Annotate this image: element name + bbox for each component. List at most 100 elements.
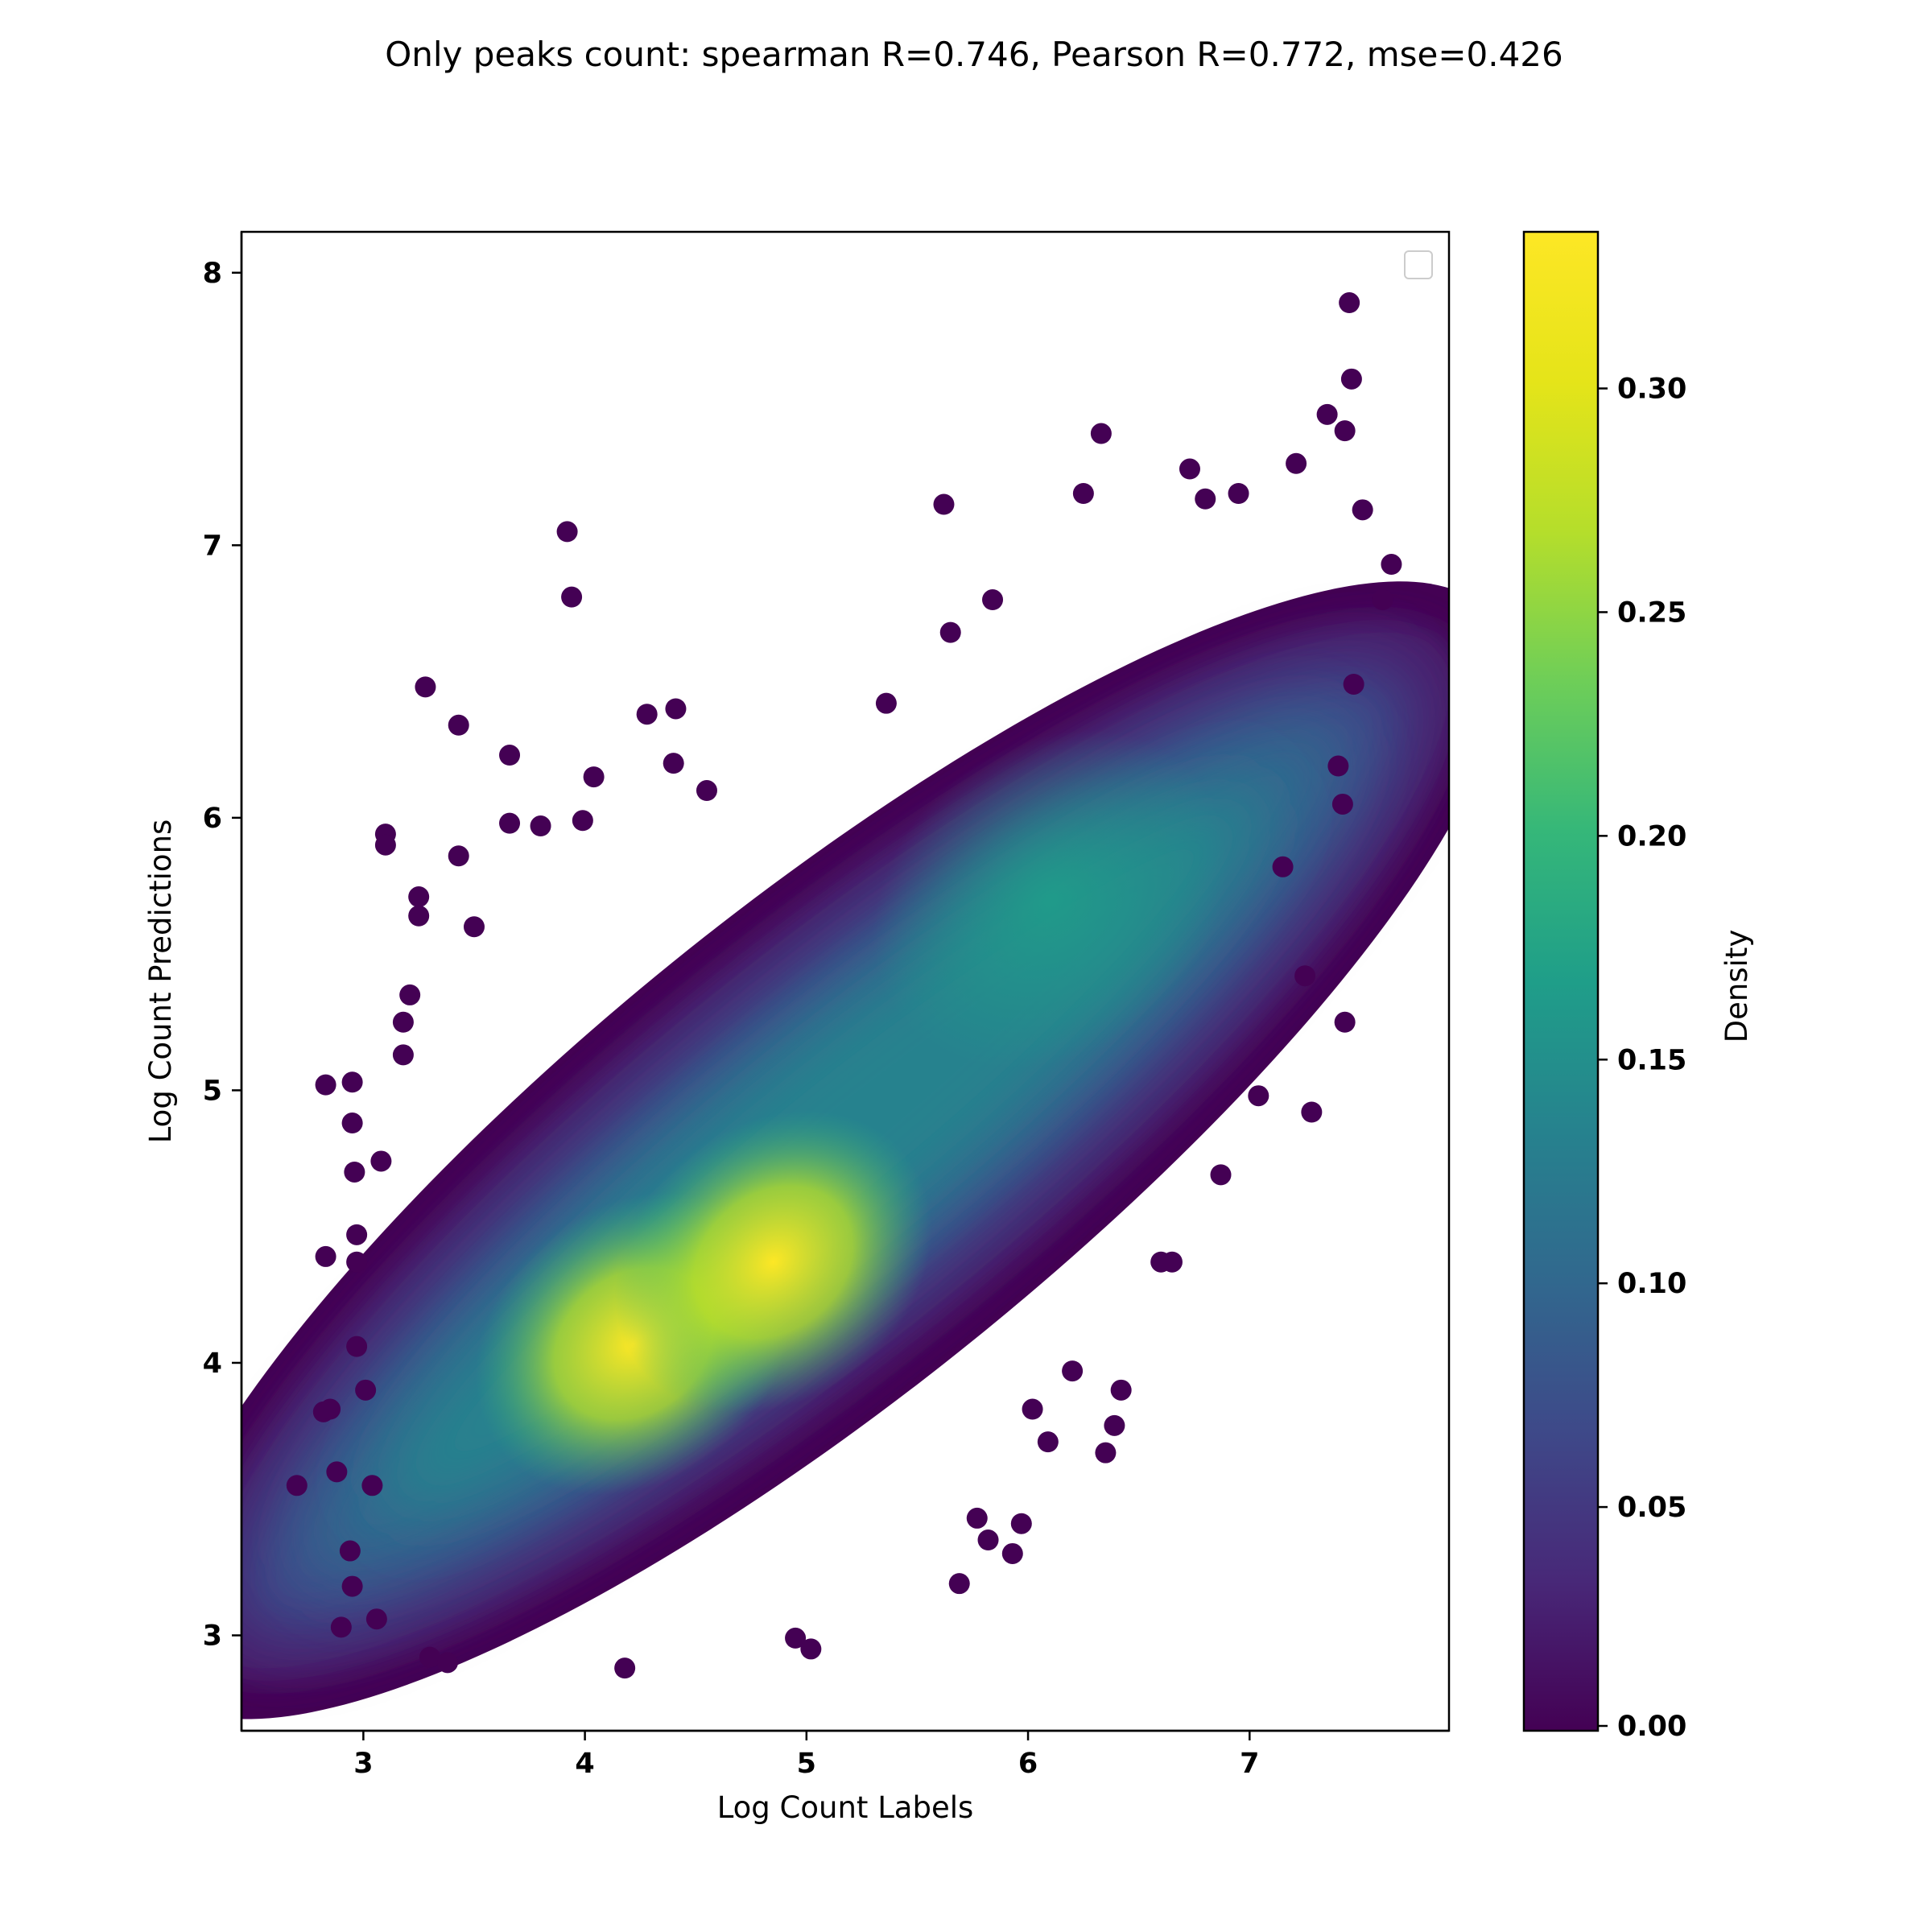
scatter-point (1001, 1542, 1023, 1564)
x-tick-label: 7 (1240, 1748, 1259, 1780)
scatter-point (665, 698, 687, 720)
scatter-point (399, 984, 421, 1005)
scatter-point (1210, 1164, 1232, 1186)
outlier-points (286, 292, 1402, 1679)
scatter-point (1339, 292, 1360, 314)
scatter-point (341, 1113, 363, 1134)
scatter-point (1062, 1360, 1084, 1382)
scatter-point (330, 1616, 352, 1638)
scatter-point (556, 521, 578, 543)
scatter-point (355, 1379, 377, 1401)
scatter-point (374, 834, 396, 856)
scatter-point (948, 1573, 970, 1595)
scatter-point (561, 586, 583, 608)
scatter-point (1343, 673, 1364, 695)
scatter-point (339, 1540, 361, 1562)
scatter-point (370, 1150, 392, 1172)
scatter-point (1072, 483, 1094, 505)
scatter-point (1095, 1442, 1117, 1463)
scatter-point (499, 812, 521, 834)
scatter-point (1161, 1251, 1183, 1273)
colorbar-tick-label: 0.15 (1617, 1044, 1686, 1076)
x-tick-label: 5 (797, 1748, 816, 1780)
scatter-point (1090, 423, 1112, 444)
scatter-point (408, 886, 430, 908)
scatter-point (448, 845, 469, 867)
scatter-point (408, 905, 430, 927)
scatter-point (1352, 499, 1373, 521)
scatter-point (636, 704, 658, 725)
density-cloud (242, 292, 1449, 1719)
scatter-point (982, 589, 1004, 611)
scatter-point (315, 1074, 336, 1096)
scatter-point (1334, 420, 1356, 442)
scatter-point (977, 1530, 999, 1551)
scatter-point (346, 1251, 368, 1273)
scatter-point (1010, 1513, 1032, 1534)
density-peak-1 (614, 1110, 932, 1414)
scatter-point (1022, 1398, 1043, 1420)
scatter-point (499, 745, 521, 766)
scatter-point (875, 692, 897, 714)
scatter-point (326, 1461, 348, 1483)
colorbar-tick-label: 0.10 (1617, 1268, 1686, 1300)
scatter-point (448, 714, 469, 736)
scatter-point (1104, 1414, 1125, 1436)
scatter-point (1228, 483, 1249, 505)
scatter-point (1179, 458, 1200, 480)
scatter-point (365, 1608, 387, 1630)
scatter-point (1248, 1085, 1269, 1107)
scatter-point (939, 621, 961, 643)
scatter-point (1286, 452, 1307, 474)
y-axis: 3 4 5 6 7 8 (203, 232, 243, 1731)
scatter-point (1334, 1011, 1356, 1033)
y-tick-label: 8 (203, 258, 222, 290)
density-peak-2 (873, 730, 1228, 1069)
x-axis-label: Log Count Labels (717, 1790, 974, 1825)
x-tick-label: 6 (1018, 1748, 1038, 1780)
scatter-point (1301, 1101, 1323, 1123)
colorbar: 0.00 0.05 0.10 0.15 0.20 0.25 0.30 Density (1522, 230, 1754, 1743)
y-tick-label: 7 (203, 530, 222, 562)
legend-box (1404, 250, 1433, 279)
scatter-point (1331, 793, 1353, 815)
y-axis-label: Log Count Predictions (143, 819, 178, 1144)
scatter-point (1037, 1431, 1059, 1453)
scatter-point (614, 1657, 636, 1679)
y-tick-label: 6 (203, 803, 222, 835)
scatter-point (966, 1507, 988, 1529)
scatter-point (1195, 488, 1216, 510)
colorbar-tick-label: 0.25 (1617, 597, 1686, 629)
scatter-point (572, 810, 593, 832)
scatter-point (341, 1071, 363, 1093)
x-tick-label: 3 (353, 1748, 373, 1780)
colorbar-tick-label: 0.00 (1617, 1711, 1686, 1743)
scatter-point (346, 1335, 368, 1357)
scatter-point (530, 815, 551, 837)
scatter-point (1340, 368, 1362, 390)
scatter-point (344, 1161, 365, 1183)
scatter-point (346, 1224, 368, 1245)
scatter-point (933, 493, 955, 515)
colorbar-label: Density (1719, 930, 1754, 1043)
scatter-point (1110, 1379, 1132, 1401)
scatter-point (663, 753, 684, 774)
scatter-point (1372, 589, 1393, 611)
scatter-point (463, 916, 485, 938)
scatter-point (341, 1575, 363, 1597)
x-tick-label: 4 (575, 1748, 594, 1780)
scatter-point (419, 1646, 440, 1668)
x-axis: 3 4 5 6 7 (242, 1729, 1449, 1780)
scatter-point (696, 780, 717, 802)
scatter-point (1294, 965, 1316, 987)
colorbar-tick-label: 0.30 (1617, 374, 1686, 406)
scatter-point (320, 1398, 341, 1420)
colorbar-tick-label: 0.20 (1617, 820, 1686, 852)
scatter-point (436, 1652, 458, 1674)
scatter-point (1381, 554, 1402, 576)
chart-title: Only peaks count: spearman R=0.746, Pear… (385, 35, 1563, 74)
scatter-point (361, 1475, 383, 1496)
y-tick-label: 3 (203, 1620, 222, 1653)
colorbar-tick-label: 0.05 (1617, 1492, 1686, 1524)
